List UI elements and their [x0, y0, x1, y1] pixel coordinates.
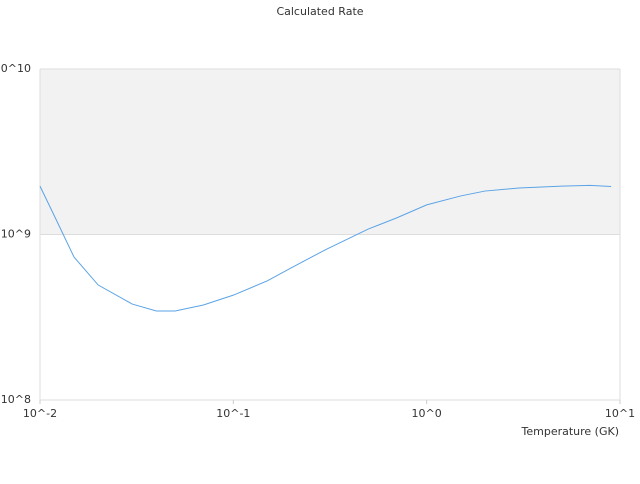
data-line [39, 184, 612, 312]
x-tick-label: 10^-1 [216, 407, 250, 420]
band [40, 69, 620, 235]
y-tick-label: 10^8 [1, 393, 31, 406]
chart-title: Calculated Rate [276, 5, 363, 18]
x-tick-label: 10^-2 [23, 407, 57, 420]
x-axis-label: Temperature (GK) [521, 425, 620, 438]
y-tick-label: 10^9 [1, 228, 31, 241]
y-tick-label: 10^10 [0, 62, 31, 75]
x-tick-label: 10^1 [605, 407, 635, 420]
x-tick-label: 10^0 [412, 407, 442, 420]
